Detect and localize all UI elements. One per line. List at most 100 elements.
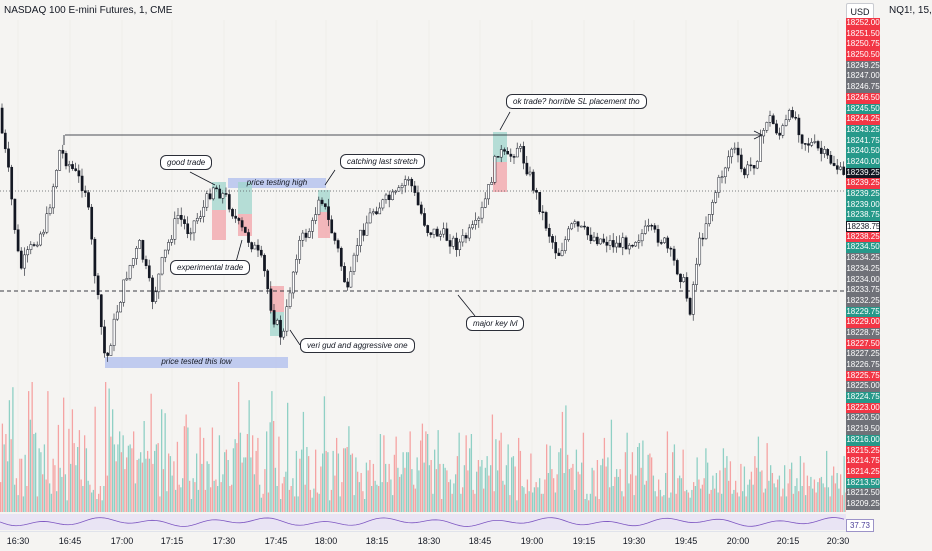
candle-body xyxy=(410,178,414,187)
candle-body xyxy=(653,225,657,230)
volume-bar xyxy=(143,421,145,512)
low-test-zone xyxy=(105,357,288,368)
volume-bar xyxy=(757,436,760,512)
annotation-ok-trade[interactable]: ok trade? horrible SL placement tho xyxy=(506,94,647,109)
volume-bar xyxy=(626,432,628,512)
candle-body xyxy=(234,215,238,219)
annotation-major-key-lvl[interactable]: major key lvl xyxy=(466,316,525,331)
candle-body xyxy=(640,233,644,242)
volume-bar xyxy=(420,440,422,512)
annotation-catching-last-stretch[interactable]: catching last stretch xyxy=(340,154,425,169)
time-axis[interactable]: 16:30 16:45 17:00 17:15 17:30 17:45 18:00 18:15… xyxy=(0,531,849,551)
volume-bar xyxy=(418,470,420,512)
candle-body xyxy=(762,130,766,137)
candle-body xyxy=(55,170,58,188)
volume-bar xyxy=(658,479,660,512)
volume-bar xyxy=(71,409,74,512)
volume-bar xyxy=(586,493,588,512)
volume-bar xyxy=(47,391,49,512)
candle-body xyxy=(317,199,321,215)
candle-body xyxy=(231,208,234,217)
volume-bar xyxy=(472,489,474,512)
annotation-experimental-trade[interactable]: experimental trade xyxy=(170,260,251,275)
volume-bar xyxy=(791,462,793,512)
volume-bar xyxy=(31,382,33,512)
volume-bar xyxy=(327,452,329,512)
volume-bar xyxy=(141,462,144,512)
volume-bar xyxy=(222,474,224,512)
candle-body xyxy=(346,281,350,288)
volume-bar xyxy=(523,487,525,512)
annotation-price-testing-high[interactable]: price testing high xyxy=(246,178,308,187)
volume-bar xyxy=(215,479,217,512)
volume-bar xyxy=(750,471,753,512)
volume-bar xyxy=(294,496,296,512)
candle-body xyxy=(717,177,721,193)
volume-bar xyxy=(687,492,690,512)
volume-bar xyxy=(654,491,656,512)
candle-body xyxy=(784,119,788,126)
annotation-price-tested-low[interactable]: price tested this low xyxy=(161,357,232,366)
candle-body xyxy=(528,171,532,175)
candle-body xyxy=(458,241,462,251)
candle-body xyxy=(659,242,663,244)
candle-body xyxy=(755,161,759,169)
volume-bar xyxy=(444,467,446,512)
volume-bar xyxy=(442,463,445,512)
candle-body xyxy=(125,278,129,281)
volume-bar xyxy=(250,457,252,512)
volume-bar xyxy=(35,432,37,512)
volume-bar xyxy=(721,493,723,512)
annotation-lines xyxy=(63,111,763,346)
candle-body xyxy=(285,306,289,332)
candle-body xyxy=(147,265,151,279)
candle-body xyxy=(432,228,436,235)
candle-body xyxy=(794,116,798,119)
volume-bar xyxy=(173,461,175,512)
volume-bar xyxy=(756,467,758,512)
volume-bar xyxy=(87,480,89,512)
volume-bar xyxy=(516,500,518,512)
volume-bar xyxy=(642,440,644,512)
volume-bar xyxy=(248,400,250,512)
price-axis[interactable]: 18252.00 18251.50 18250.75 18250.50 18249.25… xyxy=(846,18,880,510)
volume-bar xyxy=(236,443,238,512)
symbol-title[interactable]: NASDAQ 100 E-mini Futures, 1, CME xyxy=(4,5,173,16)
right-panel-title[interactable]: NQ1!, 15, CM xyxy=(889,5,932,16)
volume-bar xyxy=(40,452,42,512)
candle-body xyxy=(106,352,110,356)
volume-bar xyxy=(43,444,46,512)
volume-bar xyxy=(589,493,592,512)
volume-bar xyxy=(220,482,222,512)
main-chart[interactable] xyxy=(0,0,846,531)
volume-bar xyxy=(399,476,401,512)
volume-bar xyxy=(154,450,156,512)
volume-bar xyxy=(133,431,135,512)
candle-body xyxy=(301,232,305,241)
volume-bar xyxy=(22,496,25,512)
volume-bar xyxy=(288,489,291,512)
annotation-good-trade[interactable]: good trade xyxy=(160,155,213,170)
volume-bar xyxy=(610,419,613,512)
volume-bar xyxy=(588,500,590,512)
candle-body xyxy=(672,248,676,261)
price-label: 18247.00 xyxy=(846,71,880,83)
volume-bar xyxy=(507,444,509,512)
volume-bar xyxy=(203,437,205,512)
volume-bar xyxy=(246,434,249,512)
price-label: 18251.50 xyxy=(846,28,880,40)
candle-body xyxy=(327,206,330,220)
candle-body xyxy=(384,194,388,201)
volume-bar xyxy=(232,448,235,512)
volume-bar xyxy=(266,431,268,512)
volume-bar xyxy=(369,460,371,512)
volume-bar xyxy=(341,482,343,512)
candle-body xyxy=(688,298,692,315)
time-tick: 20:00 xyxy=(726,536,750,546)
candle-body xyxy=(611,240,615,248)
annotation-veri-gud[interactable]: veri gud and aggressive one xyxy=(300,338,415,353)
volume-bar xyxy=(635,475,637,512)
volume-bar xyxy=(624,452,627,512)
volume-bar xyxy=(740,463,742,512)
volume-bar xyxy=(77,447,79,512)
